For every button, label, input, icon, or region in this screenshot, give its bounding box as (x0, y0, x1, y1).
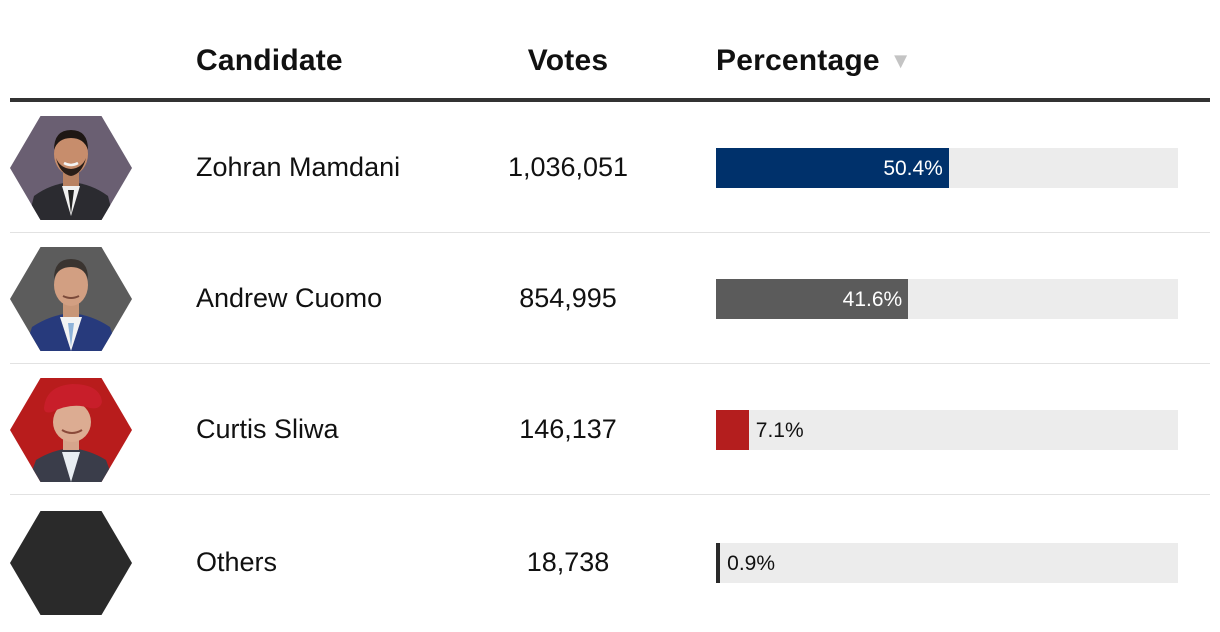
percentage-label: 7.1% (755, 419, 804, 442)
hexagon-icon (10, 511, 132, 615)
column-header-candidate: Candidate (196, 44, 343, 77)
percentage-bar-track: 50.4% (716, 148, 1178, 188)
candidate-name: Andrew Cuomo (196, 283, 383, 313)
candidate-photo-icon (10, 247, 132, 351)
candidate-votes: 18,738 (526, 547, 610, 577)
percentage-bar-track: 0.9% (716, 543, 1178, 583)
sort-descending-icon[interactable]: ▼ (889, 48, 912, 73)
percentage-label: 0.9% (727, 552, 776, 575)
table-row: Others 18,738 0.9% (10, 495, 1210, 625)
column-header-percentage[interactable]: Percentage ▼ (716, 44, 912, 78)
candidate-name: Curtis Sliwa (196, 414, 339, 444)
candidate-name: Others (196, 547, 278, 577)
candidate-votes: 854,995 (519, 283, 617, 313)
table-header: Candidate Votes Percentage ▼ (10, 0, 1210, 102)
percentage-bar-fill (716, 543, 721, 583)
candidate-votes: 1,036,051 (507, 152, 629, 182)
column-header-votes: Votes (527, 44, 609, 77)
percentage-bar-fill (716, 148, 949, 188)
percentage-bar-track: 7.1% (716, 410, 1178, 450)
table-row: Zohran Mamdani 1,036,051 50.4% (10, 102, 1210, 233)
column-header-percentage-label: Percentage (716, 44, 880, 77)
percentage-bar-fill (716, 279, 909, 319)
percentage-label: 41.6% (842, 288, 903, 311)
percentage-bar-track: 41.6% (716, 279, 1178, 319)
table-row: Andrew Cuomo 854,995 41.6% (10, 233, 1210, 364)
percentage-bar-fill (716, 410, 749, 450)
percentage-label: 50.4% (883, 157, 943, 180)
candidate-votes: 146,137 (519, 414, 617, 444)
table-row: Curtis Sliwa 146,137 7.1% (10, 364, 1210, 495)
candidate-photo-icon (10, 116, 132, 220)
candidate-photo-icon (10, 378, 132, 482)
results-table: Candidate Votes Percentage ▼ Zohran Mamda… (10, 0, 1210, 625)
candidate-name: Zohran Mamdani (196, 152, 401, 182)
